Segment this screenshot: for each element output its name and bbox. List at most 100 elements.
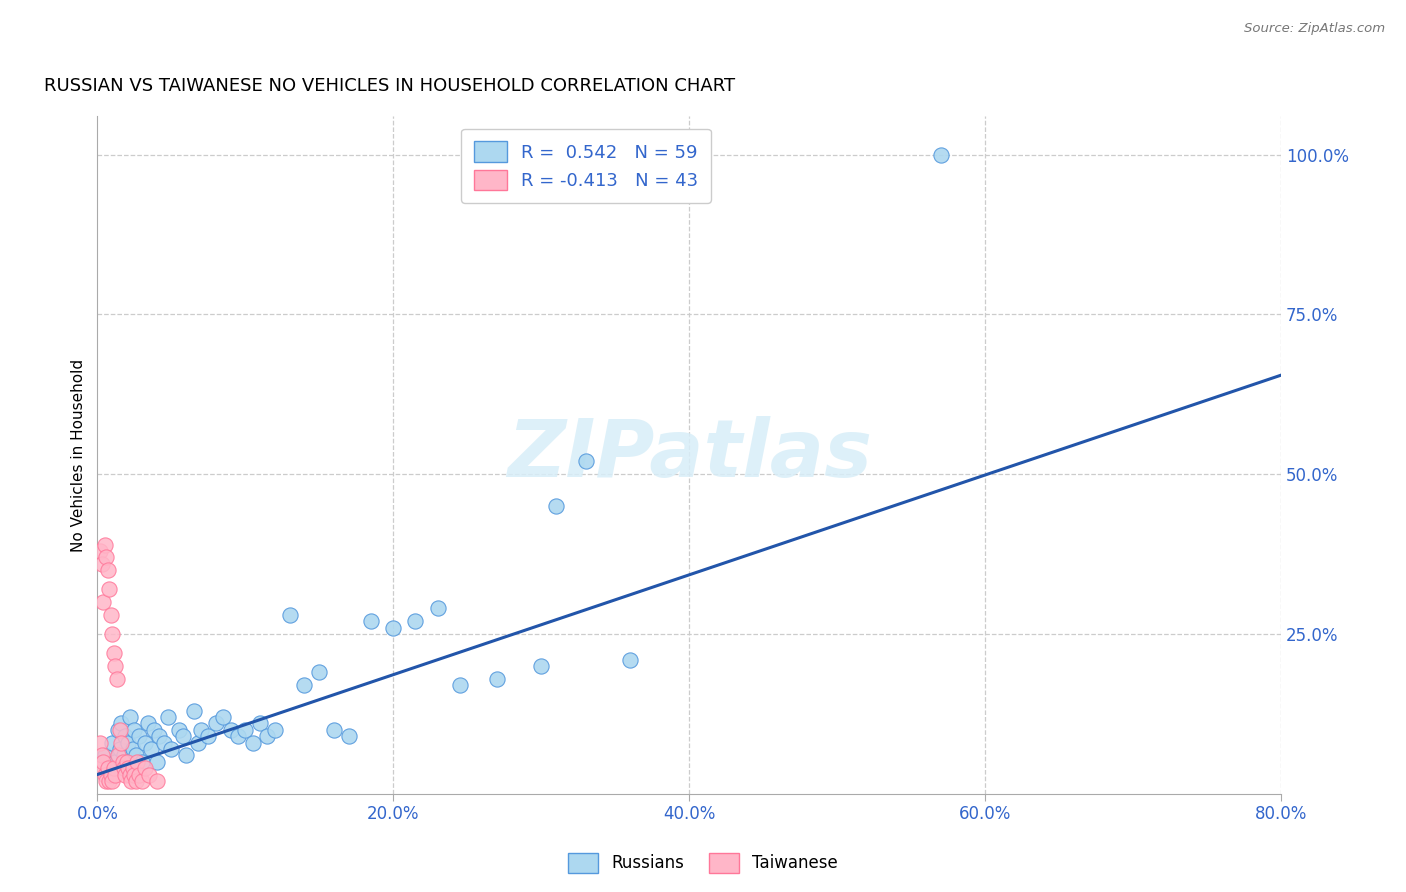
- Point: [131, 755, 153, 769]
- Point: [172, 729, 194, 743]
- Point: [574, 454, 596, 468]
- Point: [100, 767, 122, 781]
- Point: [360, 614, 382, 628]
- Point: [121, 742, 143, 756]
- Point: [256, 729, 278, 743]
- Point: [107, 723, 129, 737]
- Point: [115, 755, 138, 769]
- Point: [98, 582, 121, 597]
- Point: [101, 627, 124, 641]
- Point: [294, 678, 316, 692]
- Point: [138, 767, 160, 781]
- Point: [485, 672, 508, 686]
- Point: [115, 755, 138, 769]
- Point: [544, 499, 567, 513]
- Point: [101, 773, 124, 788]
- Point: [197, 729, 219, 743]
- Point: [212, 710, 235, 724]
- Point: [110, 716, 132, 731]
- Text: Source: ZipAtlas.com: Source: ZipAtlas.com: [1244, 22, 1385, 36]
- Point: [530, 659, 553, 673]
- Point: [264, 723, 287, 737]
- Point: [145, 755, 167, 769]
- Point: [190, 723, 212, 737]
- Point: [89, 735, 111, 749]
- Point: [134, 761, 156, 775]
- Point: [118, 710, 141, 724]
- Point: [134, 735, 156, 749]
- Point: [233, 723, 256, 737]
- Point: [323, 723, 346, 737]
- Point: [103, 761, 125, 775]
- Point: [117, 761, 139, 775]
- Text: ZIPatlas: ZIPatlas: [506, 416, 872, 494]
- Point: [619, 652, 641, 666]
- Point: [153, 735, 176, 749]
- Point: [183, 704, 205, 718]
- Point: [90, 748, 112, 763]
- Point: [97, 563, 120, 577]
- Point: [97, 761, 120, 775]
- Point: [114, 729, 136, 743]
- Point: [104, 767, 127, 781]
- Point: [124, 767, 146, 781]
- Point: [128, 767, 150, 781]
- Point: [157, 710, 180, 724]
- Text: RUSSIAN VS TAIWANESE NO VEHICLES IN HOUSEHOLD CORRELATION CHART: RUSSIAN VS TAIWANESE NO VEHICLES IN HOUS…: [44, 78, 735, 95]
- Point: [219, 723, 242, 737]
- Point: [242, 735, 264, 749]
- Point: [101, 735, 124, 749]
- Point: [449, 678, 471, 692]
- Point: [112, 748, 135, 763]
- Point: [111, 755, 134, 769]
- Point: [404, 614, 426, 628]
- Point: [128, 729, 150, 743]
- Y-axis label: No Vehicles in Household: No Vehicles in Household: [72, 359, 86, 551]
- Point: [121, 761, 143, 775]
- Point: [112, 761, 135, 775]
- Point: [100, 607, 122, 622]
- Point: [148, 729, 170, 743]
- Point: [382, 621, 405, 635]
- Point: [104, 659, 127, 673]
- Point: [124, 723, 146, 737]
- Point: [226, 729, 249, 743]
- Point: [111, 761, 134, 775]
- Point: [139, 742, 162, 756]
- Point: [110, 735, 132, 749]
- Point: [117, 735, 139, 749]
- Point: [108, 742, 131, 756]
- Point: [187, 735, 209, 749]
- Point: [204, 716, 226, 731]
- Point: [98, 773, 121, 788]
- Point: [125, 773, 148, 788]
- Point: [103, 646, 125, 660]
- Point: [160, 742, 183, 756]
- Point: [249, 716, 271, 731]
- Point: [142, 723, 165, 737]
- Point: [94, 767, 117, 781]
- Point: [278, 607, 301, 622]
- Point: [118, 767, 141, 781]
- Point: [98, 761, 121, 775]
- Point: [114, 767, 136, 781]
- Point: [105, 672, 128, 686]
- Point: [91, 595, 114, 609]
- Point: [174, 748, 197, 763]
- Point: [96, 773, 118, 788]
- Point: [87, 761, 110, 775]
- Point: [308, 665, 330, 680]
- Point: [426, 601, 449, 615]
- Point: [125, 748, 148, 763]
- Point: [90, 557, 112, 571]
- Point: [136, 716, 159, 731]
- Point: [145, 773, 167, 788]
- Legend: R =  0.542   N = 59, R = -0.413   N = 43: R = 0.542 N = 59, R = -0.413 N = 43: [461, 128, 711, 203]
- Point: [120, 773, 142, 788]
- Point: [94, 537, 117, 551]
- Point: [89, 544, 111, 558]
- Point: [96, 550, 118, 565]
- Point: [167, 723, 190, 737]
- Point: [127, 755, 149, 769]
- Point: [104, 755, 127, 769]
